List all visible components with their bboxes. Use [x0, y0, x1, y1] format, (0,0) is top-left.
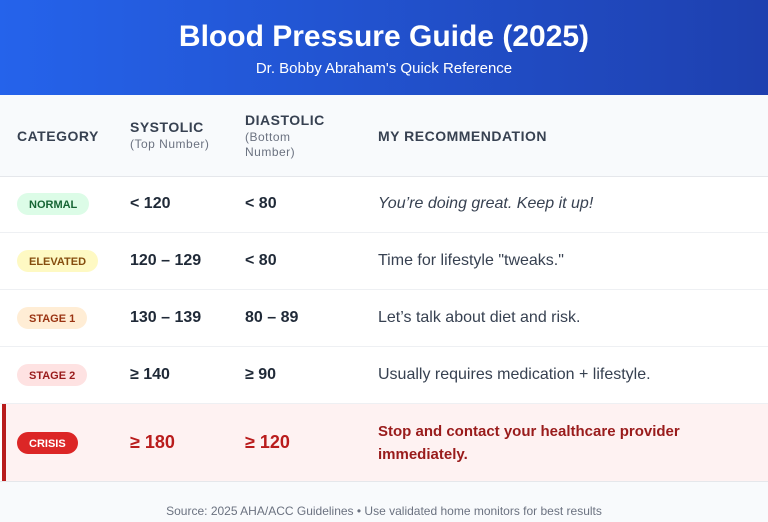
table-cell: Time for lifestyle "tweaks."	[378, 252, 768, 270]
table-cell: Usually requires medication + lifestyle.	[378, 366, 768, 384]
table-header: CATEGORY SYSTOLIC (Top Number) DIASTOLIC (Bo…	[0, 95, 768, 177]
category-badge: NORMAL	[17, 193, 90, 215]
header-cell: MY RECOMMENDATION	[378, 128, 768, 144]
header-cell: SYSTOLIC (Top Number)	[130, 119, 245, 152]
header-cell: DIASTOLIC (Bottom Number)	[245, 112, 378, 160]
category-badge: CRISIS	[17, 431, 78, 454]
reading: 120 – 129	[130, 252, 202, 269]
reading: ≥ 90	[245, 366, 277, 383]
header-label: MY RECOMMENDATION	[378, 127, 547, 144]
table-cell: ≥ 140	[130, 366, 245, 384]
header-label: SYSTOLIC	[130, 119, 204, 135]
header-note: (Top Number)	[130, 137, 210, 151]
category-badge: STAGE 1	[17, 307, 88, 329]
category-badge: STAGE 2	[17, 364, 88, 386]
header-cell: CATEGORY	[0, 128, 130, 144]
title: Blood Pressure Guide (2025)	[178, 20, 590, 53]
table-cell: ≥ 90	[245, 366, 378, 384]
header-note: (Bottom Number)	[245, 129, 296, 159]
reading: 130 – 139	[130, 309, 202, 326]
table-row: NORMAL < 120 < 80 You’re doing great. Keep …	[0, 176, 768, 233]
reading: < 80	[245, 252, 277, 269]
table-cell: CRISIS	[6, 431, 130, 454]
table-cell: STAGE 2	[0, 364, 130, 386]
header: Blood Pressure Guide (2025) Dr. Bobby Ab…	[0, 0, 768, 95]
reading: < 80	[245, 195, 277, 212]
table-cell: 130 – 139	[130, 309, 245, 327]
reading: < 120	[130, 195, 171, 212]
table-cell: STAGE 1	[0, 307, 130, 329]
table-cell: Let’s talk about diet and risk.	[378, 309, 768, 327]
recommendation: You’re doing great. Keep it up!	[378, 195, 594, 212]
table-cell: < 120	[130, 195, 245, 213]
recommendation: Time for lifestyle "tweaks."	[378, 252, 564, 269]
subtitle: Dr. Bobby Abraham's Quick Reference	[255, 60, 513, 77]
table-cell: ≥ 120	[245, 432, 378, 453]
recommendation: Let’s talk about diet and risk.	[378, 309, 581, 326]
reading: ≥ 120	[245, 432, 290, 452]
table-cell: NORMAL	[0, 193, 130, 215]
table-row: CRISIS ≥ 180 ≥ 120 Stop and contact your he…	[2, 404, 768, 482]
table-cell: Stop and contact your healthcare provide…	[378, 420, 768, 466]
footer: Source: 2025 AHA/ACC Guidelines • Use va…	[0, 481, 768, 522]
table-cell: < 80	[245, 195, 378, 213]
reading: 80 – 89	[245, 309, 299, 326]
table-body: NORMAL < 120 < 80 You’re doing great. Keep …	[0, 176, 768, 482]
table-row: STAGE 2 ≥ 140 ≥ 90 Usually requires medicat…	[0, 347, 768, 404]
table-cell: You’re doing great. Keep it up!	[378, 195, 768, 213]
recommendation: Usually requires medication + lifestyle.	[378, 366, 651, 383]
table-cell: 120 – 129	[130, 252, 245, 270]
table-row: STAGE 1 130 – 139 80 – 89 Let’s talk about …	[0, 290, 768, 347]
table-cell: ELEVATED	[0, 250, 130, 272]
table-cell: 80 – 89	[245, 309, 378, 327]
header-label: CATEGORY	[17, 127, 99, 144]
category-badge: ELEVATED	[17, 250, 99, 272]
recommendation: Stop and contact your healthcare provide…	[378, 422, 680, 463]
table-cell: ≥ 180	[130, 432, 245, 453]
table-row: ELEVATED 120 – 129 < 80 Time for lifestyle …	[0, 233, 768, 290]
table-cell: < 80	[245, 252, 378, 270]
reading: ≥ 140	[130, 366, 170, 383]
header-label: DIASTOLIC	[245, 111, 325, 128]
reading: ≥ 180	[130, 432, 175, 452]
source: Source: 2025 AHA/ACC Guidelines • Use va…	[166, 504, 602, 518]
